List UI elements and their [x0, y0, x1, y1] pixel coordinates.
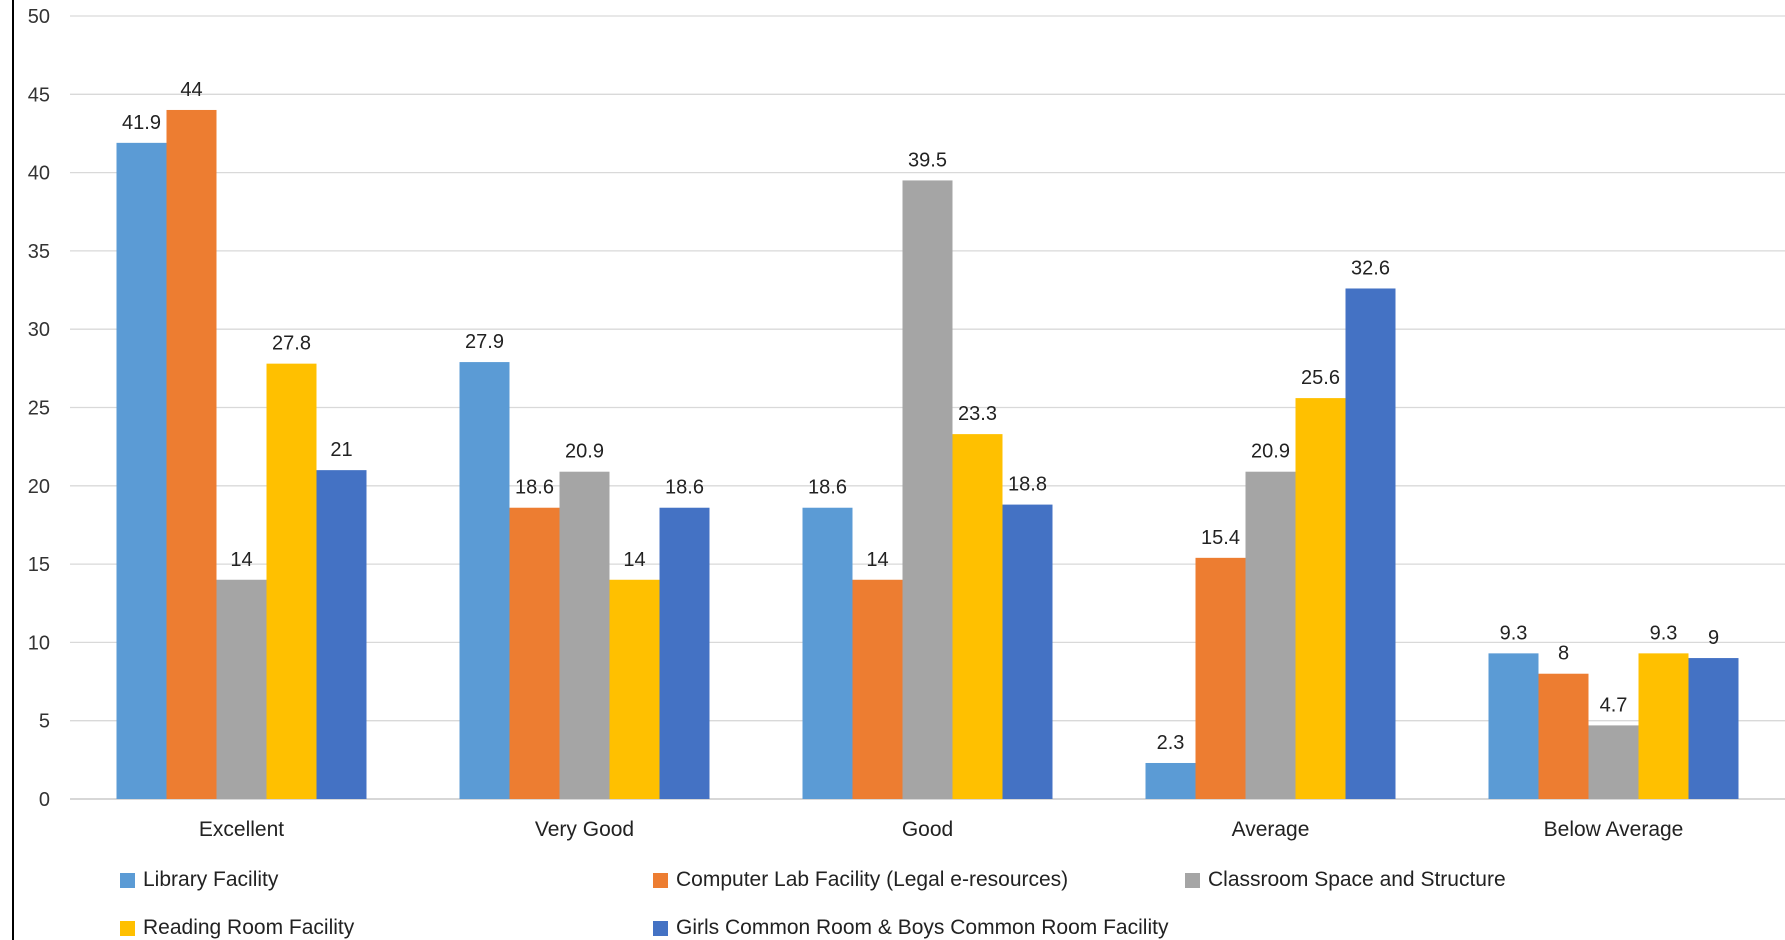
bar: [1688, 658, 1739, 799]
data-label: 4.7: [1600, 694, 1628, 716]
y-tick-label: 10: [28, 632, 50, 654]
bar: [1295, 398, 1346, 799]
bar: [266, 363, 317, 799]
data-label: 25.6: [1301, 367, 1340, 389]
bar: [459, 362, 510, 799]
y-tick-label: 30: [28, 319, 50, 341]
data-label: 15.4: [1201, 527, 1240, 549]
data-label: 18.6: [665, 477, 704, 499]
bar: [952, 434, 1003, 799]
bar: [509, 507, 560, 799]
bar: [1588, 725, 1639, 799]
bar: [902, 180, 953, 799]
bar: [1488, 653, 1539, 799]
bar: [1538, 673, 1589, 799]
y-tick-label: 15: [28, 554, 50, 576]
category-label: Very Good: [535, 818, 634, 841]
y-tick-label: 20: [28, 476, 50, 498]
data-label: 32.6: [1351, 257, 1390, 279]
y-tick-label: 35: [28, 241, 50, 263]
data-label: 23.3: [958, 403, 997, 425]
bar: [116, 142, 167, 799]
data-label: 2.3: [1157, 732, 1185, 754]
bar: [1345, 288, 1396, 799]
bar: [609, 579, 660, 799]
data-label: 8: [1558, 643, 1569, 665]
y-tick-label: 45: [28, 84, 50, 106]
category-label: Below Average: [1544, 818, 1684, 841]
data-label: 14: [866, 549, 888, 571]
data-label: 44: [180, 79, 202, 101]
y-tick-label: 0: [39, 789, 50, 811]
bar: [559, 471, 610, 799]
data-label: 18.8: [1008, 474, 1047, 496]
data-label: 21: [330, 439, 352, 461]
data-label: 14: [623, 549, 645, 571]
data-label: 20.9: [1251, 441, 1290, 463]
bar: [216, 579, 267, 799]
data-label: 18.6: [515, 477, 554, 499]
data-label: 9: [1708, 627, 1719, 649]
data-label: 27.8: [272, 333, 311, 355]
y-tick-label: 25: [28, 398, 50, 420]
bar: [852, 579, 903, 799]
data-label: 39.5: [908, 149, 947, 171]
bar: [166, 109, 217, 799]
bar: [802, 507, 853, 799]
chart-frame-line: [12, 0, 14, 940]
bar: [316, 470, 367, 799]
bar: [1145, 762, 1196, 799]
bar: [1002, 504, 1053, 799]
category-label: Good: [902, 818, 953, 841]
y-tick-label: 5: [39, 711, 50, 733]
data-label: 41.9: [122, 112, 161, 134]
data-label: 20.9: [565, 441, 604, 463]
y-tick-label: 40: [28, 163, 50, 185]
bar: [659, 507, 710, 799]
data-label: 18.6: [808, 477, 847, 499]
bar: [1638, 653, 1689, 799]
category-label: Average: [1232, 818, 1310, 841]
bar: [1195, 557, 1246, 799]
data-label: 9.3: [1650, 622, 1678, 644]
y-tick-label: 50: [28, 6, 50, 28]
bar: [1245, 471, 1296, 799]
data-label: 9.3: [1500, 622, 1528, 644]
data-label: 14: [230, 549, 252, 571]
data-label: 27.9: [465, 331, 504, 353]
category-label: Excellent: [199, 818, 284, 841]
